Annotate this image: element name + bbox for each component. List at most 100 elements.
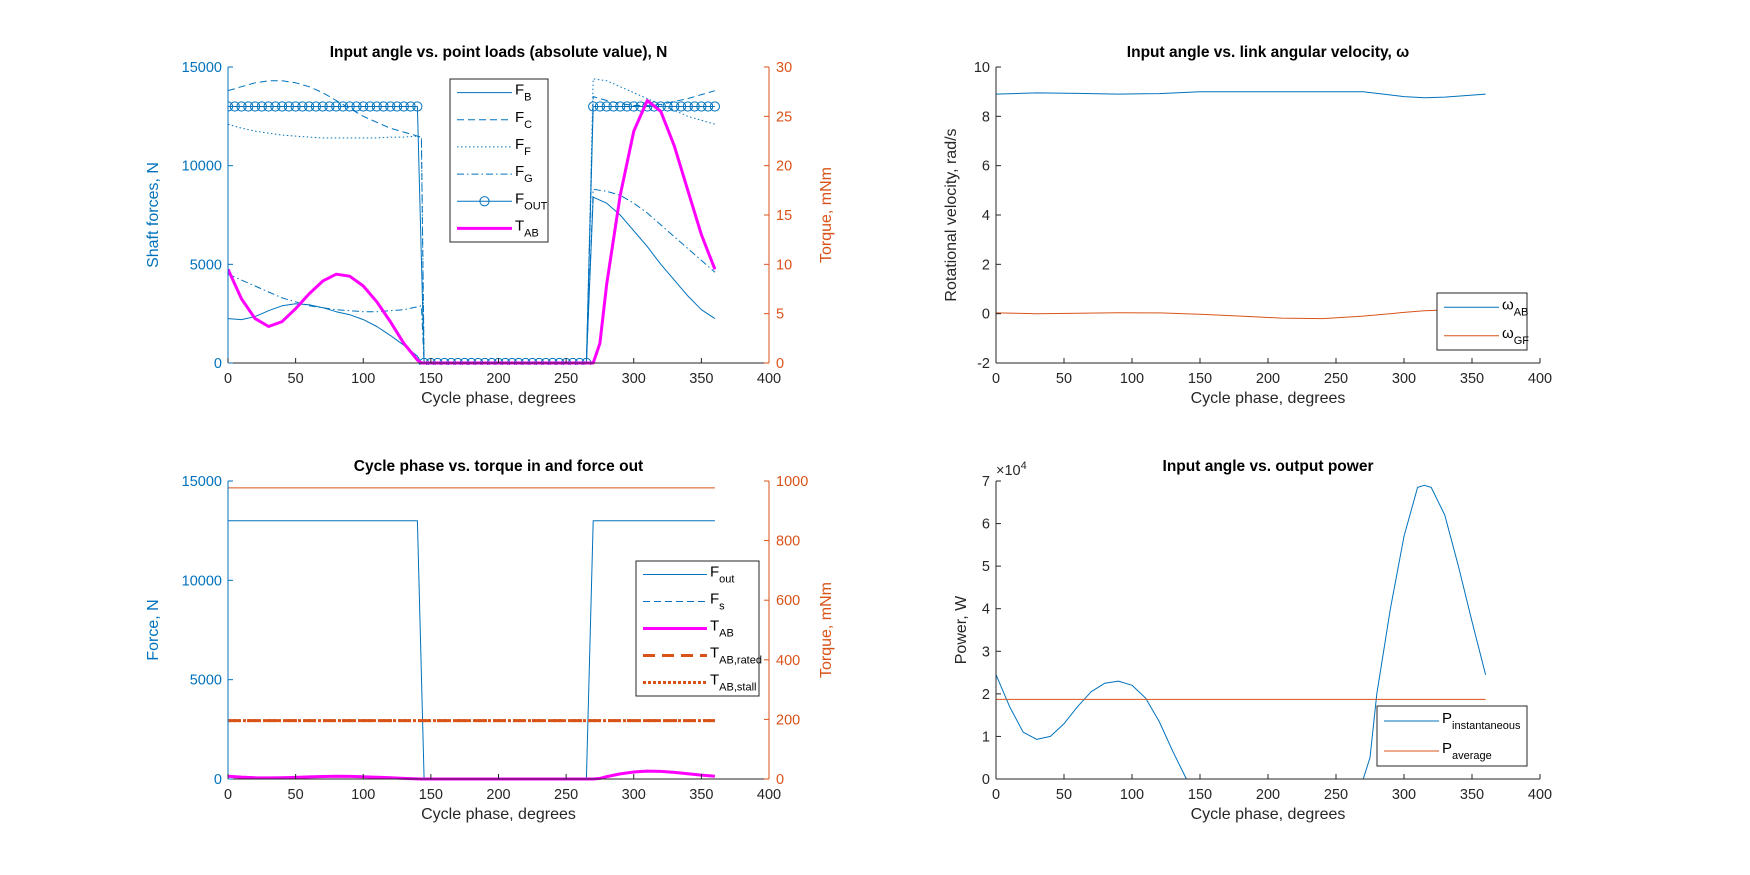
legend-item[interactable]: FF	[457, 136, 531, 158]
chart-title: Input angle vs. point loads (absolute va…	[330, 44, 668, 61]
data-point-marker	[236, 101, 247, 112]
data-point-marker	[310, 101, 322, 112]
y-tick-label: 10	[974, 60, 990, 76]
y-tick-label: 5	[982, 559, 990, 575]
x-tick-label: 50	[1056, 371, 1072, 387]
data-point-marker	[344, 101, 355, 112]
y-tick-label: 0	[982, 772, 990, 788]
legend[interactable]: Fout Fs TAB TAB,rated TAB,stall	[635, 560, 762, 697]
x-tick-label: 300	[1392, 371, 1416, 387]
legend[interactable]: ωAB ωGF	[1436, 292, 1529, 351]
legend-item[interactable]: TAB,rated	[643, 645, 762, 667]
data-point-marker	[682, 101, 693, 112]
x-tick-label: 0	[992, 787, 1000, 803]
legend-marker	[479, 196, 490, 207]
y-right-tick-label: 15	[776, 208, 792, 224]
x-tick-label: 300	[622, 787, 646, 803]
series-line-f-g	[228, 188, 716, 364]
legend-item[interactable]: Pinstantaneous	[1384, 710, 1521, 732]
legend-label-subscript: G	[524, 173, 533, 185]
legend-item[interactable]: FG	[457, 163, 533, 185]
data-point-marker	[689, 101, 700, 112]
legend-label-main: F	[515, 82, 524, 99]
legend-box[interactable]	[1376, 705, 1528, 767]
legend-label-main: F	[515, 109, 524, 126]
legend-label: ωAB	[1502, 296, 1528, 318]
x-axis-label: Cycle phase, degrees	[1191, 390, 1346, 407]
data-point-marker	[324, 101, 335, 112]
y-tick-label: 10000	[182, 159, 222, 175]
legend-label: Pinstantaneous	[1442, 710, 1521, 732]
legend-box[interactable]	[449, 78, 549, 243]
legend-label: TAB,rated	[710, 645, 762, 667]
x-tick-label: 200	[486, 787, 510, 803]
data-point-marker	[290, 101, 301, 112]
legend-item[interactable]: TAB	[643, 618, 734, 640]
x-axis-label: Cycle phase, degrees	[421, 390, 576, 407]
x-tick-label: 100	[1120, 787, 1144, 803]
data-point-marker	[256, 101, 267, 112]
legend-item[interactable]: TAB,stall	[643, 672, 756, 694]
series-line-t-ab	[228, 769, 716, 781]
data-point-marker	[594, 101, 606, 112]
y-axis-label: Power, W	[953, 595, 970, 664]
y-right-tick-label: 0	[776, 772, 784, 788]
legend-item[interactable]: TAB	[457, 217, 539, 239]
data-point-marker	[337, 101, 349, 112]
legend-box[interactable]	[1436, 292, 1528, 351]
x-axis-label: Cycle phase, degrees	[1191, 806, 1346, 823]
data-point-marker	[601, 101, 612, 112]
legend[interactable]: Pinstantaneous Paverage	[1376, 705, 1528, 767]
chart-title: Input angle vs. link angular velocity, ω	[1127, 44, 1409, 61]
x-tick-label: 150	[1188, 787, 1212, 803]
data-point-marker	[263, 101, 274, 112]
y-right-tick-label: 30	[776, 60, 792, 76]
legend-item[interactable]: Fout	[643, 564, 734, 586]
legend-label-subscript: F	[524, 146, 531, 158]
data-point-marker	[297, 101, 308, 112]
data-point-marker	[588, 101, 599, 112]
legend-item[interactable]: Paverage	[1384, 740, 1492, 762]
legend-label-subscript: OUT	[524, 200, 548, 212]
x-tick-label: 0	[224, 371, 232, 387]
legend-item[interactable]: ωGF	[1444, 325, 1529, 347]
data-point-marker	[669, 101, 680, 112]
data-point-marker	[615, 101, 626, 112]
legend-label-subscript: AB	[1514, 306, 1529, 318]
legend-item[interactable]: FOUT	[457, 190, 548, 212]
x-tick-label: 250	[554, 371, 578, 387]
legend-label-main: F	[515, 136, 524, 153]
data-point-marker	[412, 101, 423, 112]
data-point-marker	[648, 101, 660, 112]
legend-label: ωGF	[1502, 325, 1529, 347]
legend-label: Fout	[710, 564, 734, 586]
legend-label-subscript: s	[719, 601, 725, 613]
y-axis-right-label: Torque, mNm	[818, 582, 835, 678]
data-point-marker	[398, 101, 409, 112]
y-right-tick-label: 200	[776, 712, 800, 728]
y-tick-label: 5000	[190, 257, 222, 273]
y-tick-label: 5000	[190, 673, 222, 689]
y-tick-label: 4	[982, 602, 990, 618]
y-axis-label: Rotational velocity, rad/s	[943, 128, 960, 301]
y-tick-label: 2	[982, 257, 990, 273]
legend-label: FG	[515, 163, 533, 185]
data-point-marker	[317, 101, 328, 112]
data-point-marker	[364, 101, 376, 112]
y-tick-label: 2	[982, 687, 990, 703]
x-tick-label: 250	[554, 787, 578, 803]
legend-label: TAB,stall	[710, 672, 756, 694]
legend-item[interactable]: FC	[457, 109, 532, 131]
y-right-tick-label: 25	[776, 109, 792, 125]
legend-item[interactable]: FB	[457, 82, 532, 104]
y-right-tick-label: 1000	[776, 474, 808, 490]
data-point-marker	[662, 101, 673, 112]
legend-item[interactable]: ωAB	[1444, 296, 1528, 318]
legend-item[interactable]: Fs	[643, 591, 725, 613]
data-point-marker	[608, 101, 619, 112]
y-axis-right-label: Torque, mNm	[818, 167, 835, 263]
data-point-marker	[628, 101, 639, 112]
series-line--gf	[996, 309, 1486, 320]
